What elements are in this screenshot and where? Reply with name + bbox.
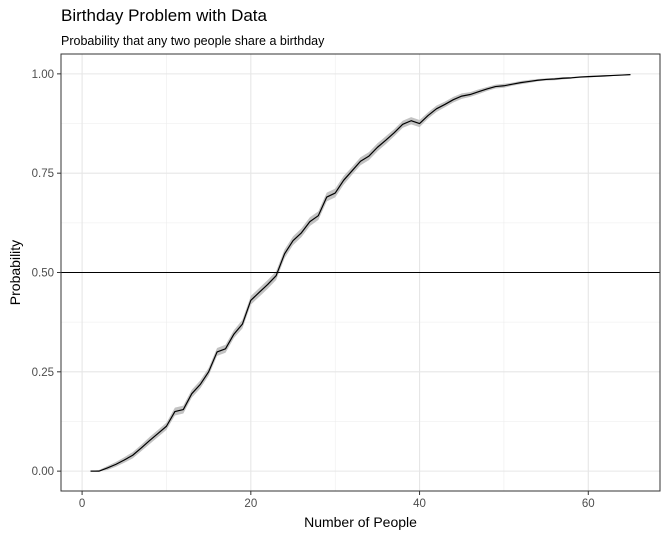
- chart-subtitle: Probability that any two people share a …: [61, 34, 325, 48]
- chart-title: Birthday Problem with Data: [61, 6, 267, 25]
- y-axis-ticks: 0.00 0.25 0.50 0.75 1.00: [32, 69, 61, 478]
- y-tick-label: 0.75: [32, 168, 54, 180]
- x-axis-title: Number of People: [304, 514, 417, 530]
- x-tick-label: 60: [582, 498, 595, 510]
- x-tick-label: 40: [413, 498, 426, 510]
- y-tick-label: 0.00: [32, 466, 54, 478]
- y-tick-label: 0.25: [32, 367, 54, 379]
- series-line-layer: [90, 74, 631, 472]
- minor-gridlines: [61, 54, 660, 491]
- probability-line: [90, 74, 631, 472]
- x-axis-ticks: 0 20 40 60: [79, 491, 595, 510]
- y-axis-title: Probability: [7, 240, 23, 305]
- y-tick-label: 1.00: [32, 69, 54, 81]
- x-tick-label: 0: [79, 498, 85, 510]
- x-tick-label: 20: [244, 498, 257, 510]
- y-tick-label: 0.50: [32, 268, 54, 280]
